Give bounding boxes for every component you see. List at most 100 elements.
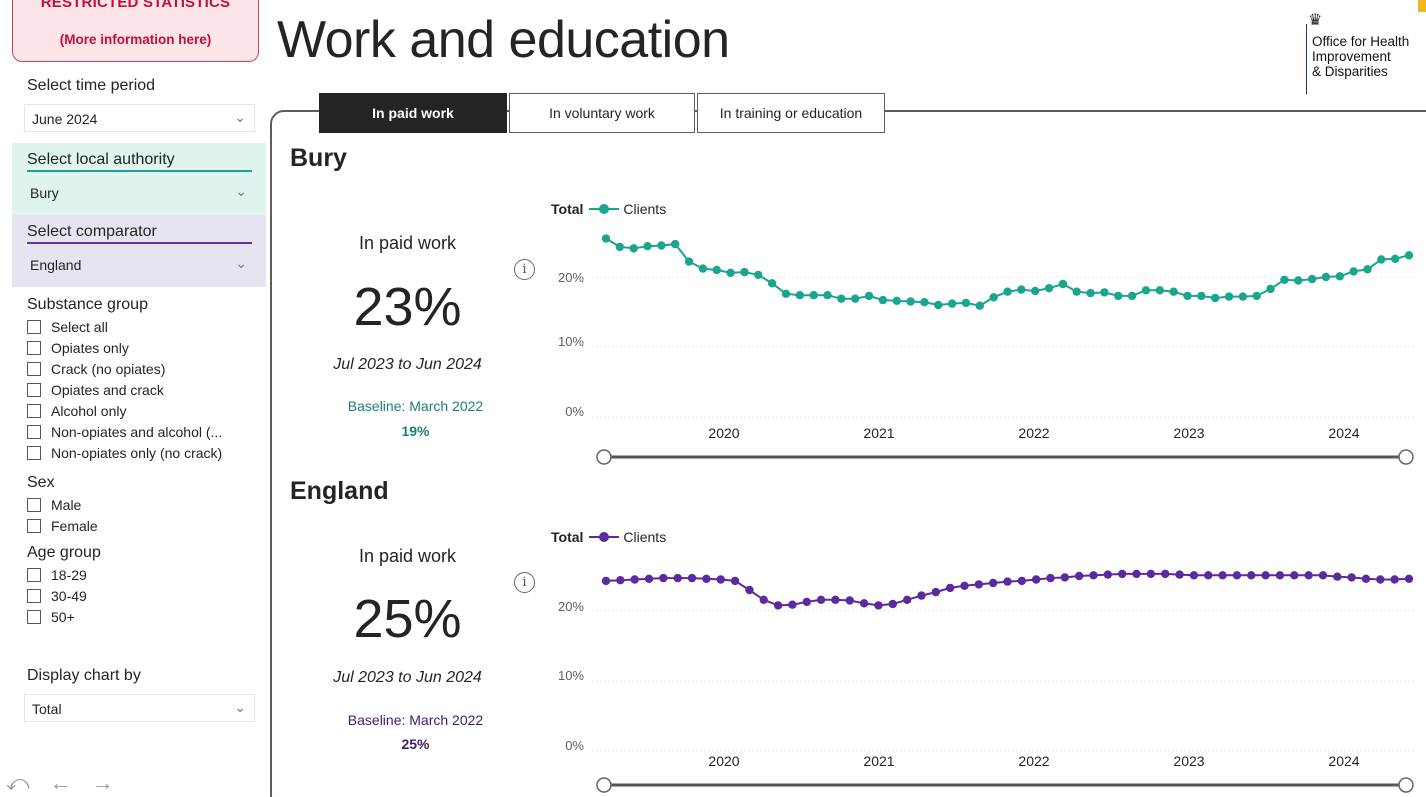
data-point bbox=[1189, 571, 1199, 580]
checkbox-label: Select all bbox=[51, 318, 108, 335]
data-point bbox=[659, 573, 668, 583]
data-point bbox=[1146, 569, 1156, 579]
data-point bbox=[601, 234, 611, 243]
baseline-label-bury: Baseline: March 2022 bbox=[347, 398, 484, 414]
checkbox-age-30-49[interactable]: 30-49 bbox=[27, 585, 87, 606]
data-point bbox=[1100, 288, 1109, 297]
data-point bbox=[712, 265, 721, 275]
measure-tabs: In paid work In voluntary work In traini… bbox=[319, 93, 887, 133]
checkbox-box[interactable] bbox=[27, 567, 41, 582]
data-point bbox=[1058, 279, 1068, 289]
tab-in-voluntary-work[interactable]: In voluntary work bbox=[509, 93, 695, 133]
checkbox-box[interactable] bbox=[27, 609, 41, 624]
data-point bbox=[702, 574, 711, 583]
data-point bbox=[1141, 286, 1151, 295]
data-point bbox=[1280, 275, 1289, 284]
data-point bbox=[616, 576, 625, 585]
filter-sidebar: RESTRICTED STATISTICS (More information … bbox=[0, 0, 266, 797]
baseline-value-bury: 19% bbox=[401, 423, 430, 439]
checkbox-box[interactable] bbox=[27, 382, 41, 397]
data-point bbox=[1252, 291, 1261, 301]
sex-title: Sex bbox=[27, 474, 55, 491]
checkbox-label: Opiates and crack bbox=[51, 381, 164, 398]
checkbox-box[interactable] bbox=[27, 319, 41, 334]
data-point bbox=[643, 242, 652, 251]
x-tick-label: 2024 bbox=[1328, 425, 1359, 441]
checkbox-box[interactable] bbox=[27, 588, 41, 603]
data-point bbox=[1247, 571, 1256, 580]
undo-icon[interactable]: ⤺ bbox=[6, 770, 30, 795]
checkbox-age-50-plus[interactable]: 50+ bbox=[27, 606, 87, 627]
checkbox-box[interactable] bbox=[27, 445, 41, 460]
data-point bbox=[1175, 570, 1184, 579]
data-point bbox=[684, 257, 694, 266]
data-point bbox=[934, 300, 943, 310]
checkbox-alcohol-only[interactable]: Alcohol only bbox=[27, 400, 222, 421]
data-point bbox=[1307, 274, 1317, 284]
forward-arrow-icon[interactable]: → bbox=[91, 770, 114, 795]
checkbox-crack-no-opiates[interactable]: Crack (no opiates) bbox=[27, 358, 222, 379]
tab-in-training-or-education[interactable]: In training or education bbox=[697, 93, 885, 133]
data-point bbox=[1321, 272, 1331, 282]
data-point bbox=[629, 244, 638, 253]
data-point bbox=[851, 294, 860, 303]
display-chart-value: Total bbox=[32, 701, 62, 717]
checkbox-opiates-and-crack[interactable]: Opiates and crack bbox=[27, 379, 222, 400]
info-icon[interactable]: i bbox=[514, 572, 535, 593]
x-tick-label: 2024 bbox=[1328, 753, 1359, 769]
crest-icon: ♛ bbox=[1308, 12, 1323, 29]
checkbox-age-18-29[interactable]: 18-29 bbox=[27, 564, 87, 585]
back-arrow-icon[interactable]: ← bbox=[49, 770, 72, 795]
checkbox-box[interactable] bbox=[27, 361, 41, 376]
data-point bbox=[1089, 571, 1098, 580]
info-icon[interactable]: i bbox=[514, 259, 535, 280]
legend-swatch bbox=[589, 204, 620, 214]
data-point bbox=[1046, 573, 1055, 583]
legend-series-name: Clients bbox=[623, 201, 667, 217]
data-point bbox=[1318, 571, 1328, 580]
checkbox-box[interactable] bbox=[27, 340, 41, 355]
checkbox-non-opiates-and-alcohol[interactable]: Non-opiates and alcohol (... bbox=[27, 421, 222, 442]
restricted-statistics-button[interactable]: RESTRICTED STATISTICS (More information … bbox=[12, 0, 259, 62]
time-period-dropdown[interactable]: June 2024 ⌄ bbox=[24, 104, 255, 132]
checkbox-box[interactable] bbox=[27, 497, 41, 512]
data-point bbox=[1333, 572, 1342, 581]
checkbox-select-all[interactable]: Select all bbox=[27, 316, 222, 337]
tab-in-paid-work[interactable]: In paid work bbox=[319, 93, 507, 133]
data-point bbox=[1169, 287, 1178, 296]
data-point bbox=[687, 573, 697, 583]
checkbox-box[interactable] bbox=[27, 403, 41, 418]
chevron-down-icon: ⌄ bbox=[234, 699, 246, 715]
kpi-label-bury: In paid work bbox=[358, 233, 457, 253]
checkbox-non-opiates-only[interactable]: Non-opiates only (no crack) bbox=[27, 442, 222, 463]
data-point bbox=[1086, 288, 1095, 298]
data-point bbox=[1132, 569, 1141, 579]
line-chart-bury: 0% 10% 20% 2020 2021 2022 2023 2024 bbox=[558, 234, 1416, 465]
range-slider-handle-start bbox=[596, 449, 612, 465]
data-point bbox=[1390, 254, 1400, 263]
y-tick-label: 10% bbox=[558, 668, 584, 683]
data-point bbox=[892, 296, 901, 305]
comparator-dropdown[interactable]: England ⌄ bbox=[24, 252, 254, 280]
checkbox-male[interactable]: Male bbox=[27, 494, 98, 515]
data-point bbox=[1161, 569, 1170, 579]
checkbox-label: Female bbox=[51, 517, 98, 534]
data-point bbox=[823, 291, 832, 300]
checkbox-box[interactable] bbox=[27, 518, 41, 533]
checkbox-opiates-only[interactable]: Opiates only bbox=[27, 337, 222, 358]
data-point bbox=[1361, 574, 1371, 583]
local-authority-dropdown[interactable]: Bury ⌄ bbox=[24, 180, 254, 208]
display-chart-dropdown[interactable]: Total ⌄ bbox=[24, 694, 255, 722]
range-slider-handle-end bbox=[1398, 777, 1414, 793]
data-point bbox=[673, 573, 682, 583]
range-slider-handle-end bbox=[1398, 449, 1414, 465]
y-tick-label: 0% bbox=[565, 738, 584, 753]
data-point bbox=[1347, 573, 1356, 582]
checkbox-box[interactable] bbox=[27, 424, 41, 439]
checkbox-female[interactable]: Female bbox=[27, 515, 98, 536]
y-tick-label: 10% bbox=[558, 334, 584, 349]
data-point bbox=[1017, 285, 1026, 294]
data-point bbox=[1114, 291, 1123, 301]
data-point bbox=[1031, 575, 1041, 584]
data-point bbox=[974, 580, 984, 589]
